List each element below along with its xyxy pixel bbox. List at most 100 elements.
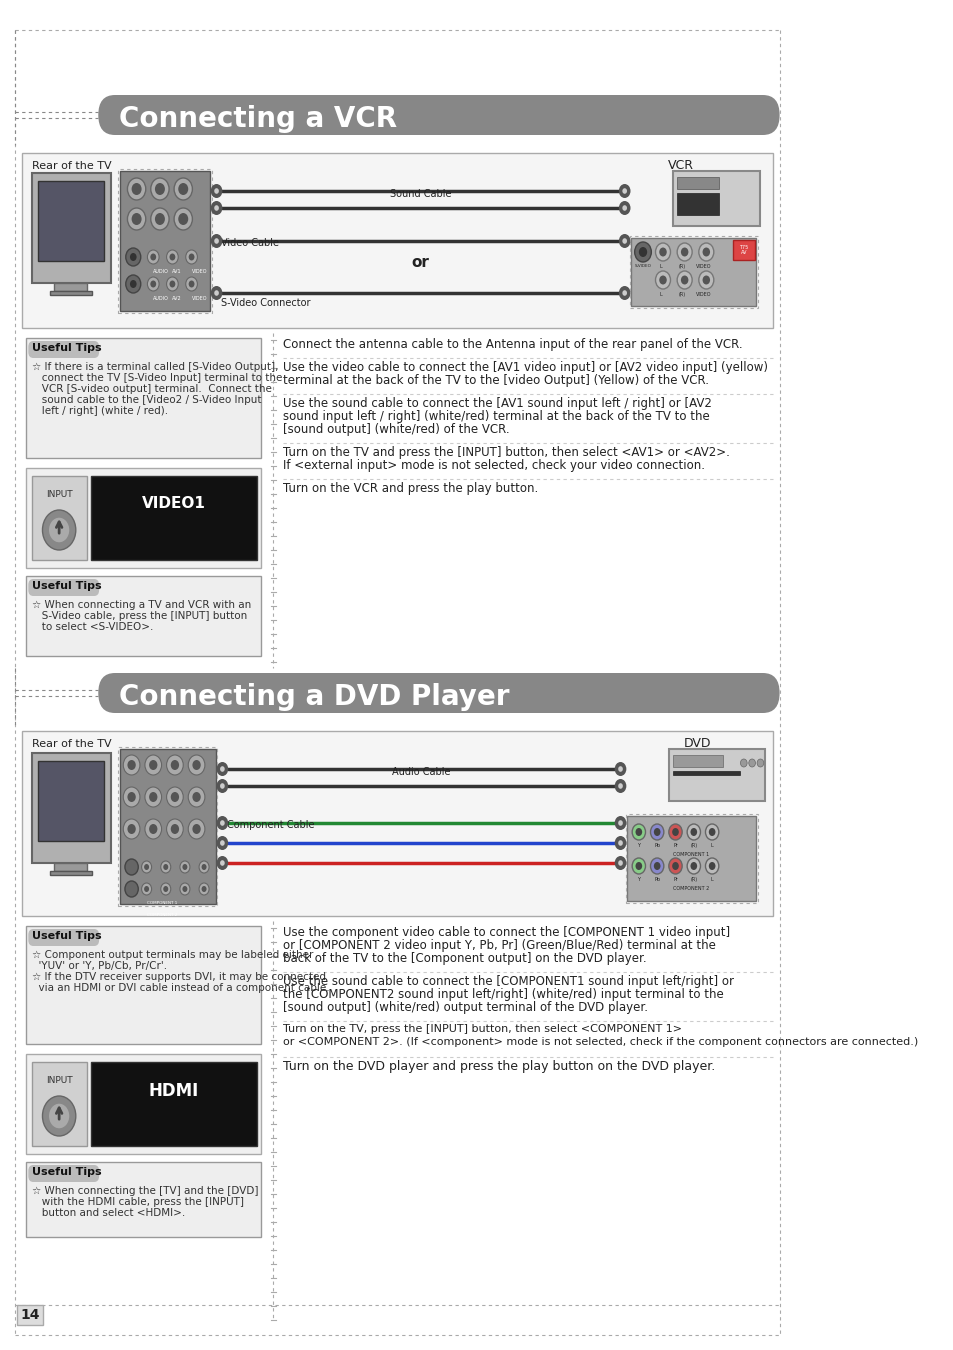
Circle shape bbox=[188, 755, 205, 775]
Text: If <external input> mode is not selected, check your video connection.: If <external input> mode is not selected… bbox=[283, 459, 704, 472]
Text: COMPONENT 2: COMPONENT 2 bbox=[147, 913, 177, 917]
Bar bbox=[668, 749, 763, 801]
Circle shape bbox=[618, 184, 630, 198]
Bar bbox=[26, 338, 260, 458]
Circle shape bbox=[161, 883, 171, 895]
Circle shape bbox=[132, 213, 141, 225]
Text: T75
AV: T75 AV bbox=[739, 244, 748, 255]
Text: Turn on the TV and press the [INPUT] button, then select <AV1> or <AV2>.: Turn on the TV and press the [INPUT] but… bbox=[283, 446, 729, 459]
Text: via an HDMI or DVI cable instead of a component cable.: via an HDMI or DVI cable instead of a co… bbox=[32, 983, 330, 994]
Bar bbox=[22, 730, 772, 917]
Circle shape bbox=[632, 859, 645, 873]
Circle shape bbox=[43, 1096, 75, 1135]
Circle shape bbox=[690, 828, 697, 836]
Text: VIDEO: VIDEO bbox=[696, 292, 711, 297]
Text: Useful Tips: Useful Tips bbox=[32, 343, 102, 352]
Text: L: L bbox=[710, 842, 713, 848]
Text: COMPONENT 1: COMPONENT 1 bbox=[147, 900, 176, 904]
Circle shape bbox=[216, 761, 228, 776]
Circle shape bbox=[614, 761, 626, 776]
Bar bbox=[629, 236, 757, 308]
Text: Turn on the VCR and press the play button.: Turn on the VCR and press the play butto… bbox=[283, 482, 537, 495]
Circle shape bbox=[677, 243, 692, 261]
FancyBboxPatch shape bbox=[29, 342, 99, 358]
Circle shape bbox=[740, 759, 746, 767]
Bar bbox=[120, 171, 210, 310]
Text: connect the TV [S-Video Input] terminal to the: connect the TV [S-Video Input] terminal … bbox=[32, 373, 282, 383]
Text: left / right] (white / red).: left / right] (white / red). bbox=[32, 406, 169, 416]
Text: ☆ Component output terminals may be labeled either: ☆ Component output terminals may be labe… bbox=[32, 950, 314, 960]
Circle shape bbox=[180, 861, 190, 873]
Circle shape bbox=[618, 860, 622, 865]
Bar bbox=[22, 153, 772, 328]
Circle shape bbox=[618, 821, 622, 826]
Circle shape bbox=[43, 510, 75, 549]
Text: [sound output] (white/red) output terminal of the DVD player.: [sound output] (white/red) output termin… bbox=[283, 1000, 647, 1014]
Text: COMPONENT 1: COMPONENT 1 bbox=[673, 852, 709, 857]
FancyBboxPatch shape bbox=[29, 929, 99, 946]
Circle shape bbox=[708, 828, 715, 836]
Circle shape bbox=[128, 824, 135, 834]
Circle shape bbox=[167, 755, 183, 775]
Circle shape bbox=[672, 863, 679, 869]
Circle shape bbox=[677, 271, 692, 289]
Circle shape bbox=[701, 247, 709, 256]
Circle shape bbox=[128, 208, 146, 230]
Circle shape bbox=[618, 783, 622, 788]
Circle shape bbox=[199, 861, 209, 873]
Circle shape bbox=[618, 840, 622, 846]
Circle shape bbox=[128, 178, 146, 200]
Text: button and select <HDMI>.: button and select <HDMI>. bbox=[32, 1208, 186, 1218]
Circle shape bbox=[686, 859, 700, 873]
Circle shape bbox=[220, 783, 225, 788]
Circle shape bbox=[193, 824, 200, 834]
Bar bbox=[26, 468, 260, 568]
Bar bbox=[26, 926, 260, 1044]
Circle shape bbox=[748, 759, 755, 767]
Text: VIDEO: VIDEO bbox=[696, 265, 711, 269]
Circle shape bbox=[668, 824, 681, 840]
Circle shape bbox=[123, 787, 140, 807]
Circle shape bbox=[151, 254, 156, 261]
Circle shape bbox=[182, 886, 187, 892]
FancyBboxPatch shape bbox=[29, 1165, 99, 1183]
Circle shape bbox=[161, 861, 171, 873]
Circle shape bbox=[193, 792, 200, 802]
Circle shape bbox=[214, 238, 218, 244]
FancyBboxPatch shape bbox=[98, 95, 779, 135]
Circle shape bbox=[621, 290, 626, 296]
Text: Connect the antenna cable to the Antenna input of the rear panel of the VCR.: Connect the antenna cable to the Antenna… bbox=[283, 338, 742, 351]
Bar bbox=[625, 814, 757, 903]
Circle shape bbox=[211, 184, 222, 198]
Circle shape bbox=[180, 883, 190, 895]
Circle shape bbox=[214, 188, 218, 194]
Circle shape bbox=[220, 840, 225, 846]
Text: AV2: AV2 bbox=[172, 296, 182, 301]
Bar bbox=[26, 576, 260, 656]
Circle shape bbox=[188, 787, 205, 807]
Circle shape bbox=[170, 254, 175, 261]
Bar bbox=[38, 181, 104, 261]
Bar bbox=[672, 171, 760, 225]
Text: 'YUV' or 'Y, Pb/Cb, Pr/Cr'.: 'YUV' or 'Y, Pb/Cb, Pr/Cr'. bbox=[32, 961, 168, 971]
Circle shape bbox=[614, 836, 626, 850]
Circle shape bbox=[189, 254, 194, 261]
Text: Useful Tips: Useful Tips bbox=[32, 580, 102, 591]
Bar bbox=[26, 1054, 260, 1154]
Text: HDMI: HDMI bbox=[149, 1081, 199, 1100]
Circle shape bbox=[686, 824, 700, 840]
Circle shape bbox=[171, 792, 179, 802]
Circle shape bbox=[186, 250, 197, 265]
Circle shape bbox=[151, 208, 169, 230]
Text: or <COMPONENT 2>. (If <component> mode is not selected, check if the component c: or <COMPONENT 2>. (If <component> mode i… bbox=[283, 1037, 918, 1048]
Text: ☆ When connecting the [TV] and the [DVD]: ☆ When connecting the [TV] and the [DVD] bbox=[32, 1187, 258, 1196]
Circle shape bbox=[148, 250, 159, 265]
Circle shape bbox=[680, 275, 688, 285]
Circle shape bbox=[193, 760, 200, 770]
Circle shape bbox=[49, 1103, 70, 1129]
Text: S-VIDEO: S-VIDEO bbox=[634, 265, 651, 269]
Circle shape bbox=[680, 247, 688, 256]
Circle shape bbox=[668, 859, 681, 873]
Bar bbox=[16, 1305, 43, 1324]
Circle shape bbox=[145, 819, 161, 838]
